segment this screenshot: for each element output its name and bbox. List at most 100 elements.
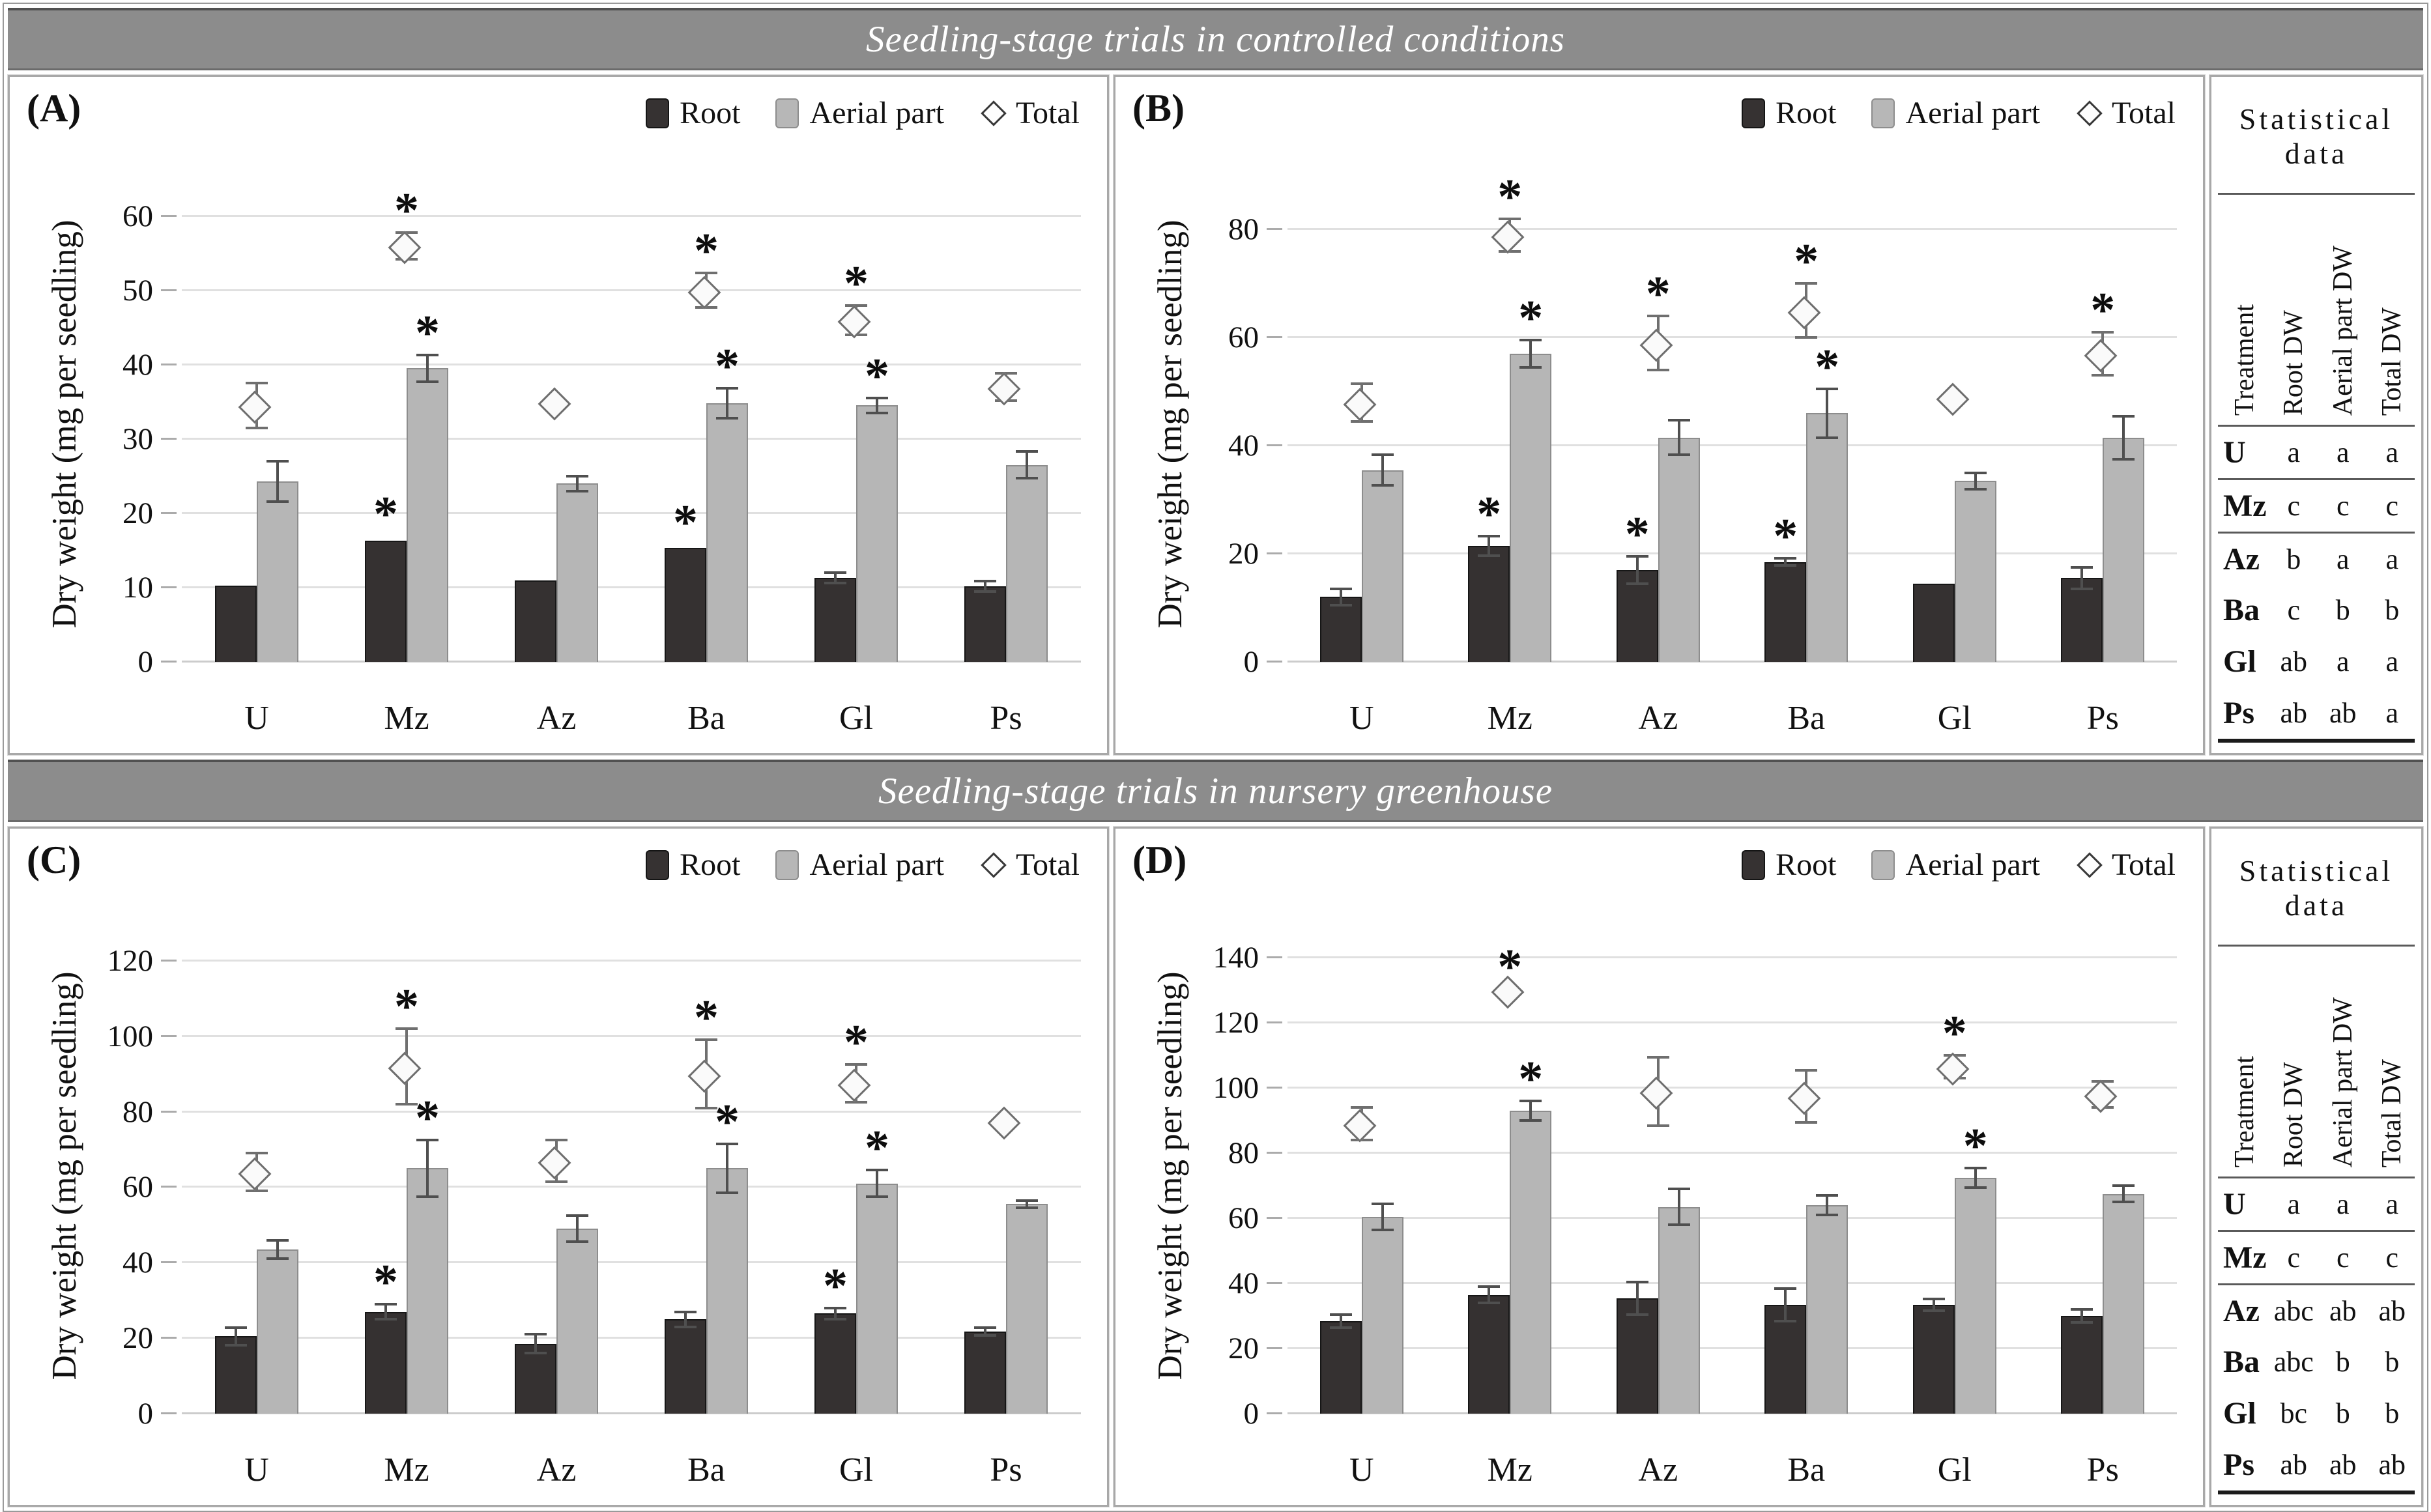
error-bar-cap	[1350, 382, 1373, 385]
y-tick-mark	[1267, 1152, 1282, 1154]
error-bar-cap	[866, 1195, 888, 1198]
error-bar-cap	[1519, 339, 1542, 342]
error-bar-cap	[566, 1214, 588, 1217]
y-tick-mark	[1267, 1021, 1282, 1023]
error-bar-cap	[974, 590, 996, 593]
col-header-root-dw: Root DW	[2279, 1061, 2309, 1167]
error-bar-cap	[824, 1306, 846, 1309]
legend-label-total: Total	[1016, 96, 1080, 130]
error-bar-cap	[1626, 555, 1648, 558]
y-tick-label: 30	[122, 421, 153, 456]
x-category-label: Gl	[839, 700, 873, 737]
error-bar-cap	[2112, 1184, 2135, 1187]
stat-group-letter: bc	[2280, 1397, 2308, 1430]
error-bar-cap	[866, 397, 888, 400]
stats-title: Statistical data	[2218, 834, 2415, 947]
error-bar-cap	[245, 1152, 268, 1155]
stat-group-letter: abc	[2273, 1346, 2314, 1378]
total-marker	[687, 276, 721, 309]
error-bar-cap	[1371, 483, 1394, 487]
section-header-text: Seedling-stage trials in nursery greenho…	[878, 771, 1553, 812]
root-swatch-icon	[1742, 98, 1766, 128]
x-category-label: Gl	[1937, 700, 1972, 737]
table-row: Ps ab ab ab	[2218, 1439, 2415, 1491]
stat-group-letter: c	[2385, 1241, 2398, 1274]
error-bar-cap	[416, 1138, 439, 1141]
error-bar-line	[2122, 416, 2125, 459]
stats-header-row: Treatment Root DW Aerial part DW Total D…	[2218, 947, 2415, 1178]
y-tick-mark	[1267, 956, 1282, 958]
gridline	[182, 1337, 1081, 1339]
error-bar-cap	[1795, 1120, 1818, 1124]
error-bar-line	[234, 1327, 237, 1345]
error-bar-line	[1826, 389, 1829, 438]
legend-label-total: Total	[2112, 96, 2176, 130]
y-tick-mark	[1267, 661, 1282, 663]
root-swatch-icon	[646, 98, 670, 128]
error-bar-cap	[866, 411, 888, 414]
stat-group-letter: c	[2287, 1241, 2301, 1274]
bar-aerial-part	[1806, 1205, 1848, 1414]
table-row: Gl bc b b	[2218, 1388, 2415, 1439]
stat-group-letter: c	[2336, 489, 2350, 522]
gridline	[182, 511, 1081, 514]
significance-asterisk: *	[694, 223, 719, 279]
error-bar-cap	[1964, 471, 1987, 474]
error-bar-cap	[1647, 1055, 1669, 1059]
error-bar-cap	[716, 1191, 738, 1195]
error-bar-cap	[695, 1038, 717, 1042]
error-bar-line	[2080, 567, 2084, 590]
error-bar-cap	[416, 380, 439, 383]
y-axis-label: Dry weight (mg per seedling)	[46, 971, 83, 1380]
error-bar-line	[876, 1170, 878, 1197]
total-marker	[837, 1068, 871, 1102]
stat-group-letter: ab	[2329, 1294, 2357, 1327]
error-bar-cap	[1371, 1228, 1394, 1231]
error-bar-line	[1677, 1189, 1680, 1225]
bar-root	[1764, 562, 1807, 662]
table-row: Az b a a	[2218, 534, 2415, 585]
x-category-label: Gl	[1937, 1451, 1972, 1489]
bar-root	[2061, 1316, 2103, 1414]
panel-label: (C)	[27, 838, 81, 881]
significance-asterisk: *	[1794, 234, 1819, 289]
y-tick-label: 40	[1228, 429, 1259, 463]
error-bar-cap	[545, 1138, 568, 1141]
root-swatch-icon	[646, 849, 670, 880]
gridline	[182, 959, 1081, 962]
significance-asterisk: *	[865, 349, 889, 404]
gridline	[182, 1110, 1081, 1113]
treatment-label: Mz	[2223, 1240, 2267, 1275]
aerial-swatch-icon	[1871, 98, 1895, 128]
bar-aerial-part	[2103, 437, 2145, 662]
error-bar-line	[1974, 1167, 1977, 1188]
x-category-label: U	[1349, 1451, 1374, 1489]
significance-asterisk: *	[1942, 1006, 1967, 1061]
stat-group-letter: a	[2336, 543, 2350, 575]
stat-group-letter: a	[2385, 646, 2398, 678]
total-marker	[238, 391, 272, 424]
gridline	[1287, 1217, 2177, 1219]
y-tick-mark	[161, 661, 177, 663]
error-bar-cap	[2071, 1321, 2093, 1324]
bar-root	[214, 1336, 257, 1414]
significance-asterisk: *	[715, 1094, 740, 1149]
stat-group-letter: b	[2385, 594, 2400, 627]
y-tick-mark	[161, 586, 177, 588]
error-bar-cap	[866, 1169, 888, 1172]
diamond-marker-icon	[981, 851, 1007, 878]
significance-asterisk: *	[373, 1254, 398, 1309]
legend-label-aerial: Aerial part	[809, 848, 945, 882]
bar-root	[365, 1311, 407, 1414]
bar-aerial-part	[1954, 481, 1996, 662]
error-bar-line	[1488, 1287, 1491, 1303]
significance-asterisk: *	[415, 1090, 440, 1145]
bar-aerial-part	[407, 1168, 448, 1414]
error-bar-cap	[995, 372, 1017, 375]
total-marker	[2084, 339, 2118, 373]
y-tick-mark	[161, 1412, 177, 1414]
error-bar-cap	[416, 353, 439, 356]
stat-group-letter: ab	[2280, 1449, 2308, 1481]
error-bar-cap	[1667, 1223, 1690, 1226]
